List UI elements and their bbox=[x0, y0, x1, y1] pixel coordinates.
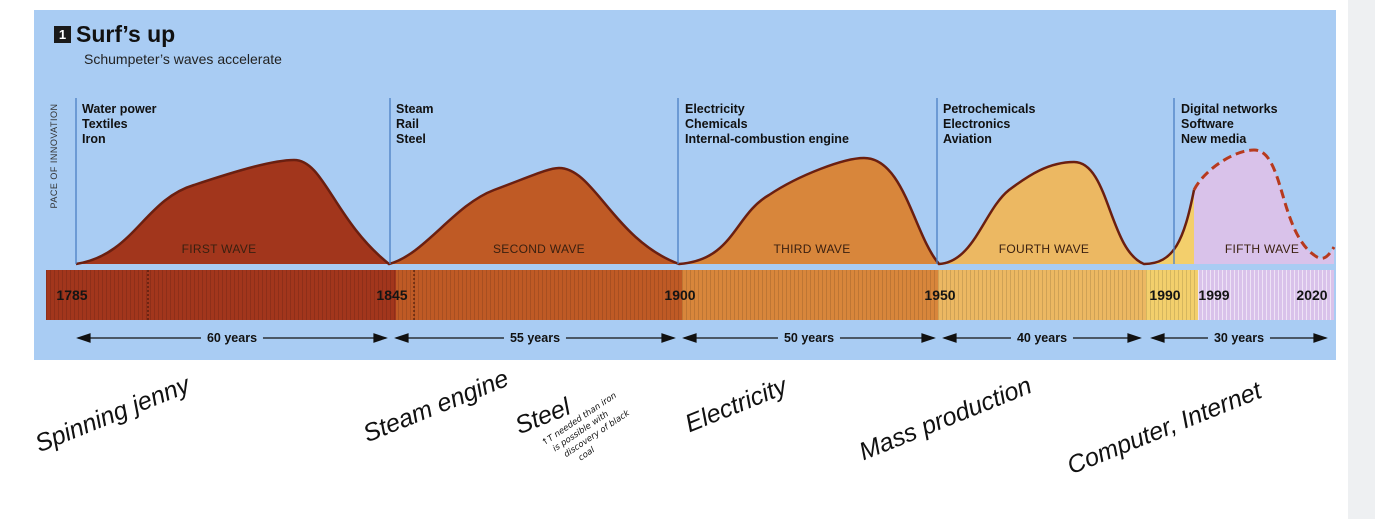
year-label: 1900 bbox=[664, 287, 696, 303]
handwritten-computer-internet: Computer, Internet bbox=[1063, 376, 1266, 481]
wave-1-fill bbox=[76, 160, 389, 264]
figure-subtitle: Schumpeter’s waves accelerate bbox=[84, 51, 282, 67]
wave-4-fill bbox=[939, 162, 1144, 264]
waves-diagram bbox=[46, 98, 1336, 343]
handwritten-spinning-jenny: Spinning jenny bbox=[31, 370, 194, 459]
wave-outline bbox=[75, 156, 1196, 266]
wave-2-fill bbox=[389, 168, 679, 264]
year-label: 1845 bbox=[376, 287, 408, 303]
technology-label: Rail bbox=[396, 117, 419, 131]
handwritten-electricity: Electricity bbox=[681, 372, 791, 439]
timeline-stripes-light bbox=[1198, 270, 1334, 320]
technology-label: Electronics bbox=[943, 117, 1011, 131]
wave-5-fill bbox=[1194, 150, 1334, 264]
technology-label: Steam bbox=[396, 102, 434, 116]
duration-label: 55 years bbox=[503, 331, 567, 345]
technology-label: Water power bbox=[82, 102, 157, 116]
handwritten-steam-engine: Steam engine bbox=[359, 364, 513, 449]
technology-label: Chemicals bbox=[685, 117, 748, 131]
wave-3-name: THIRD WAVE bbox=[773, 242, 851, 256]
year-label: 1999 bbox=[1198, 287, 1230, 303]
window-edge bbox=[1348, 0, 1375, 519]
wave-5-name: FIFTH WAVE bbox=[1224, 242, 1300, 256]
year-label: 2020 bbox=[1296, 287, 1328, 303]
wave-1-name: FIRST WAVE bbox=[181, 242, 257, 256]
duration-arrows bbox=[76, 333, 1328, 343]
duration-label: 30 years bbox=[1207, 331, 1271, 345]
technology-label: Internal-combustion engine bbox=[685, 132, 849, 146]
timeline-stripes bbox=[46, 270, 1198, 320]
wave-3-technologies: Electricity Chemicals Internal-combustio… bbox=[685, 102, 849, 147]
figure-panel: 1 Surf’s up Schumpeter’s waves accelerat… bbox=[34, 10, 1336, 360]
y-axis-label: PACE OF INNOVATION bbox=[49, 103, 59, 209]
technology-label: Steel bbox=[396, 132, 426, 146]
year-label: 1950 bbox=[924, 287, 956, 303]
technology-label: Digital networks bbox=[1181, 102, 1278, 116]
wave-1-technologies: Water power Textiles Iron bbox=[82, 102, 157, 147]
wave-5-technologies: Digital networks Software New media bbox=[1181, 102, 1278, 147]
duration-label: 60 years bbox=[200, 331, 264, 345]
technology-label: New media bbox=[1181, 132, 1247, 146]
duration-label: 50 years bbox=[777, 331, 841, 345]
figure-number-badge: 1 bbox=[54, 26, 71, 43]
technology-label: Iron bbox=[82, 132, 106, 146]
technology-label: Software bbox=[1181, 117, 1234, 131]
duration-label: 40 years bbox=[1010, 331, 1074, 345]
wave-4-name: FOURTH WAVE bbox=[998, 242, 1090, 256]
technology-label: Electricity bbox=[685, 102, 745, 116]
technology-label: Aviation bbox=[943, 132, 992, 146]
handwritten-mass-production: Mass production bbox=[855, 371, 1036, 467]
year-label: 1785 bbox=[56, 287, 88, 303]
wave-4-technologies: Petrochemicals Electronics Aviation bbox=[943, 102, 1035, 147]
wave-5-fill-solid bbox=[1144, 190, 1199, 264]
technology-label: Textiles bbox=[82, 117, 128, 131]
year-label: 1990 bbox=[1149, 287, 1181, 303]
technology-label: Petrochemicals bbox=[943, 102, 1036, 116]
wave-2-name: SECOND WAVE bbox=[493, 242, 585, 256]
wave-3-fill bbox=[679, 158, 939, 264]
wave-2-technologies: Steam Rail Steel bbox=[396, 102, 434, 147]
figure-title: Surf’s up bbox=[76, 21, 176, 47]
wave-5-forecast-outline bbox=[1192, 148, 1336, 260]
